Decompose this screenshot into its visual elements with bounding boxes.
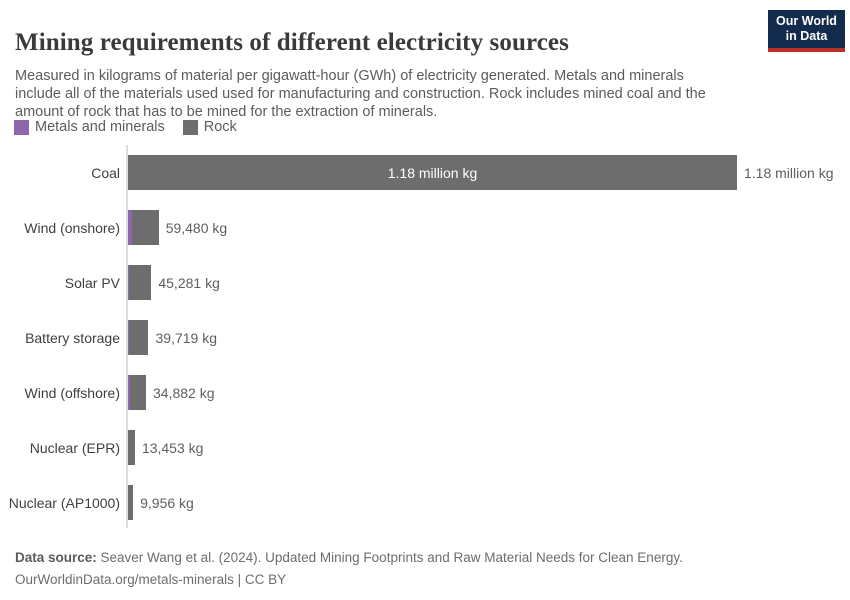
bar[interactable]: 1.18 million kg	[128, 155, 737, 190]
bar-category-label: Solar PV	[64, 274, 120, 291]
chart-row[interactable]: Wind (onshore) 59,480 kg	[0, 200, 850, 255]
bar-rock-segment[interactable]	[128, 265, 152, 300]
chart-rows: Coal 1.18 million kg 1.18 million kg Wind (…	[0, 145, 850, 530]
chart-row[interactable]: Battery storage 39,719 kg	[0, 310, 850, 365]
bar[interactable]	[128, 320, 149, 355]
owid-logo[interactable]: Our World in Data	[768, 10, 845, 52]
chart-title: Mining requirements of different electri…	[15, 28, 569, 56]
chart-subtitle: Measured in kilograms of material per gi…	[15, 67, 706, 121]
chart-row[interactable]: Nuclear (EPR) 13,453 kg	[0, 420, 850, 475]
bar-metals-segment[interactable]	[128, 265, 129, 300]
legend-label-rock: Rock	[203, 119, 237, 135]
legend-item-metals: Metals and minerals	[14, 119, 165, 135]
bar-value-label: 9,956 kg	[140, 494, 194, 511]
bar-category-label: Nuclear (EPR)	[29, 439, 120, 456]
bar-rock-segment[interactable]	[131, 210, 159, 245]
bar-value-label: 59,480 kg	[165, 219, 228, 236]
bar-rock-segment[interactable]	[128, 485, 134, 520]
bar-value-label: 13,453 kg	[141, 439, 204, 456]
bar-rock-segment[interactable]	[128, 430, 135, 465]
bar-category-label: Wind (onshore)	[24, 219, 120, 236]
bar-rock-segment[interactable]	[128, 155, 737, 190]
data-source-text: Seaver Wang et al. (2024). Updated Minin…	[96, 550, 683, 565]
bar-category-label: Wind (offshore)	[24, 384, 120, 401]
bar-category-label: Coal	[91, 164, 120, 181]
chart-footer: Data source: Seaver Wang et al. (2024). …	[15, 547, 815, 590]
owid-logo-line1: Our World	[776, 14, 837, 28]
data-source-label: Data source:	[15, 550, 97, 565]
chart-row[interactable]: Wind (offshore) 34,882 kg	[0, 365, 850, 420]
y-axis-line	[126, 145, 128, 528]
chart-legend: Metals and minerals Rock	[14, 119, 237, 135]
legend-item-rock: Rock	[182, 119, 237, 135]
bar-value-label: 39,719 kg	[155, 329, 217, 346]
bar-category-label: Nuclear (AP1000)	[8, 494, 120, 511]
chart-row[interactable]: Coal 1.18 million kg 1.18 million kg	[0, 145, 850, 200]
owid-logo-line2: in Data	[785, 29, 828, 43]
data-source-line: Data source: Seaver Wang et al. (2024). …	[15, 547, 815, 569]
bar-value-label: 34,882 kg	[153, 384, 215, 401]
chart-row[interactable]: Nuclear (AP1000) 9,956 kg	[0, 475, 850, 530]
bar[interactable]	[128, 375, 146, 410]
legend-swatch-metals-icon	[14, 119, 29, 135]
legend-swatch-rock-icon	[182, 119, 198, 135]
bar[interactable]	[128, 265, 152, 300]
bar[interactable]	[128, 430, 135, 465]
license-line: OurWorldinData.org/metals-minerals | CC …	[15, 571, 287, 587]
bar-category-label: Battery storage	[25, 329, 120, 346]
bar-value-label: 45,281 kg	[158, 274, 220, 291]
bar-metals-segment[interactable]	[128, 210, 132, 245]
bar-value-label: 1.18 million kg	[744, 164, 834, 181]
bar-metals-segment[interactable]	[128, 375, 130, 410]
chart-row[interactable]: Solar PV 45,281 kg	[0, 255, 850, 310]
bar-rock-segment[interactable]	[129, 375, 146, 410]
bar-rock-segment[interactable]	[128, 320, 149, 355]
bar-chart: Coal 1.18 million kg 1.18 million kg Wind (…	[0, 145, 850, 530]
bar[interactable]	[128, 485, 134, 520]
bar-metals-segment[interactable]	[128, 320, 129, 355]
legend-label-metals: Metals and minerals	[35, 119, 165, 135]
bar[interactable]	[128, 210, 159, 245]
